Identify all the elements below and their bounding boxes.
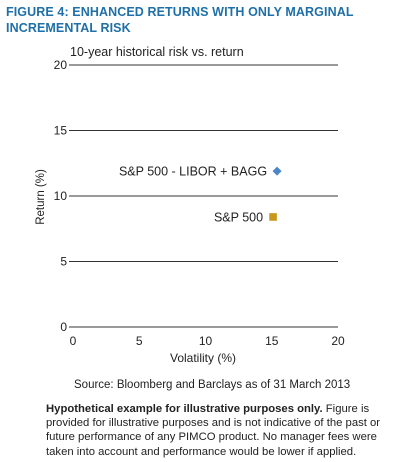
x-tick-label-5: 5 — [136, 334, 143, 348]
x-tick-label-20: 20 — [331, 334, 345, 348]
y-axis-label: Return (%) — [35, 169, 47, 225]
disclaimer-bold: Hypothetical example for illustrative pu… — [46, 403, 323, 415]
x-tick-label-0: 0 — [70, 334, 77, 348]
disclaimer: Hypothetical example for illustrative pu… — [46, 402, 398, 459]
x-tick-label-15: 15 — [265, 334, 279, 348]
x-axis-label: Volatility (%) — [170, 351, 236, 365]
y-tick-label-20: 20 — [54, 58, 68, 72]
figure-title: FIGURE 4: ENHANCED RETURNS WITH ONLY MAR… — [6, 4, 406, 36]
figure-title-line-1: FIGURE 4: ENHANCED RETURNS WITH ONLY MAR… — [6, 5, 354, 19]
gridlines — [73, 64, 338, 328]
x-axis-ticks: 0 5 10 15 20 — [70, 334, 345, 348]
chart-title: 10-year historical risk vs. return — [70, 45, 244, 59]
y-tick-label-5: 5 — [60, 255, 67, 269]
y-tick-label-0: 0 — [60, 320, 67, 334]
figure-title-line-2: INCREMENTAL RISK — [6, 21, 131, 35]
data-points: S&P 500 - LIBOR + BAGG S&P 500 — [119, 165, 282, 224]
source-note: Source: Bloomberg and Barclays as of 31 … — [74, 379, 351, 391]
y-axis-ticks: 0 5 10 15 20 — [54, 58, 73, 334]
data-point-diamond — [272, 166, 282, 176]
disclaimer-text: Figure is provided for illustrative purp… — [46, 403, 381, 458]
data-label-2: S&P 500 — [214, 210, 263, 224]
risk-return-chart: 10-year historical risk vs. return 0 5 10 1… — [35, 45, 345, 365]
y-tick-label-15: 15 — [54, 124, 68, 138]
x-tick-label-10: 10 — [199, 334, 213, 348]
data-point-square — [269, 213, 277, 221]
y-tick-label-10: 10 — [54, 189, 68, 203]
data-label-1: S&P 500 - LIBOR + BAGG — [119, 165, 267, 179]
